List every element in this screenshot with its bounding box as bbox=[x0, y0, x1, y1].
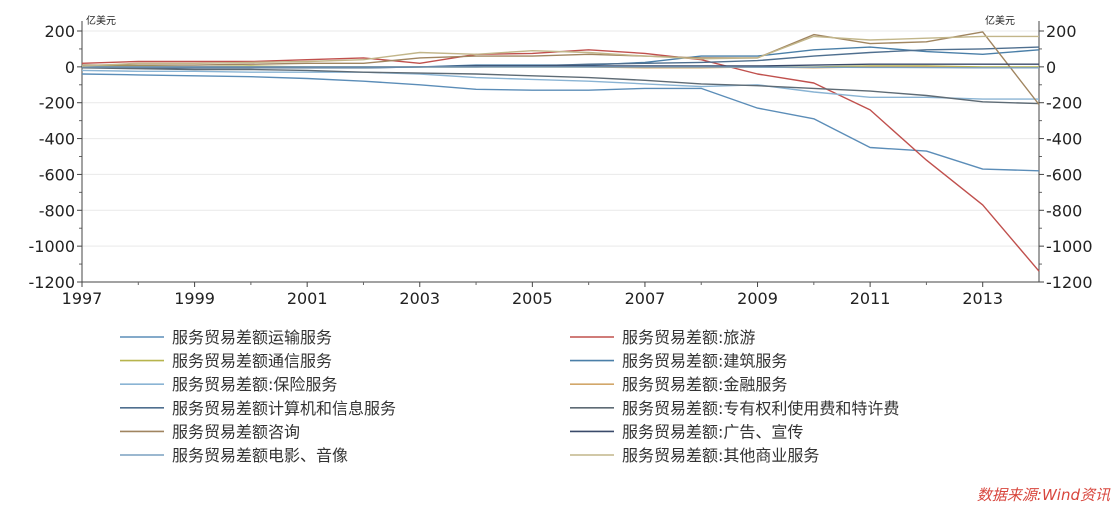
legend-label: 服务贸易差额:保险服务 bbox=[172, 375, 337, 394]
legend-label: 服务贸易差额咨询 bbox=[172, 422, 300, 441]
legend-label: 服务贸易差额:旅游 bbox=[622, 328, 755, 347]
y-tick-label-right: -1000 bbox=[1046, 237, 1093, 256]
legend-label: 服务贸易差额通信服务 bbox=[172, 352, 332, 371]
x-tick-label: 2009 bbox=[737, 289, 778, 308]
x-tick-label: 2001 bbox=[287, 289, 328, 308]
x-tick-label: 2005 bbox=[512, 289, 553, 308]
y-tick-label-right: 200 bbox=[1046, 22, 1077, 41]
y-axis-unit-right: 亿美元 bbox=[985, 14, 1015, 27]
y-tick-label-right: -1200 bbox=[1046, 273, 1093, 292]
x-tick-label: 2007 bbox=[625, 289, 666, 308]
y-axis-unit-left: 亿美元 bbox=[86, 14, 116, 27]
x-tick-label: 2013 bbox=[962, 289, 1003, 308]
axes: 200 200 0 0 -200 -200 -400 -400 -600 -600 -800 -800… bbox=[29, 21, 1093, 308]
x-tick-label: 1999 bbox=[174, 289, 215, 308]
plot-area bbox=[82, 31, 1039, 282]
y-tick-label-left: 0 bbox=[65, 58, 75, 77]
legend-label: 服务贸易差额:专有权利使用费和特许费 bbox=[622, 399, 899, 418]
y-tick-label-right: -800 bbox=[1046, 201, 1082, 220]
y-tick-label-left: -200 bbox=[39, 94, 75, 113]
series-line-6 bbox=[82, 46, 1040, 69]
legend-label: 服务贸易差额:建筑服务 bbox=[622, 352, 787, 371]
y-tick-label-left: -1000 bbox=[29, 237, 76, 256]
x-tick-label: 2003 bbox=[399, 289, 440, 308]
y-tick-label-left: -1200 bbox=[29, 273, 76, 292]
series-lines bbox=[81, 31, 1040, 272]
legend-label: 服务贸易差额:其他商业服务 bbox=[622, 446, 819, 465]
x-tick-label: 2011 bbox=[850, 289, 891, 308]
legend-label: 服务贸易差额计算机和信息服务 bbox=[172, 399, 396, 418]
legend-label: 服务贸易差额运输服务 bbox=[172, 328, 332, 347]
series-line-8 bbox=[82, 31, 1040, 105]
y-tick-label-left: -400 bbox=[39, 130, 75, 149]
legend-label: 服务贸易差额:广告、宣传 bbox=[622, 422, 803, 441]
y-tick-label-left: -800 bbox=[39, 201, 75, 220]
series-line-4 bbox=[81, 69, 1039, 100]
y-tick-label-right: 0 bbox=[1046, 58, 1056, 77]
series-line-7 bbox=[81, 67, 1040, 105]
series-line-11 bbox=[81, 35, 1039, 67]
y-tick-label-right: -200 bbox=[1046, 94, 1082, 113]
y-tick-label-left: -600 bbox=[39, 165, 75, 184]
y-tick-label-right: -400 bbox=[1046, 130, 1082, 149]
series-line-0 bbox=[81, 73, 1040, 172]
x-tick-label: 1997 bbox=[62, 289, 103, 308]
legend-label: 服务贸易差额电影、音像 bbox=[172, 446, 348, 465]
y-tick-label-right: -600 bbox=[1046, 165, 1082, 184]
data-source-note: 数据来源:Wind资讯 bbox=[977, 486, 1111, 504]
legend-label: 服务贸易差额:金融服务 bbox=[622, 375, 787, 394]
y-tick-label-left: 200 bbox=[44, 22, 75, 41]
series-line-10 bbox=[82, 66, 1039, 69]
